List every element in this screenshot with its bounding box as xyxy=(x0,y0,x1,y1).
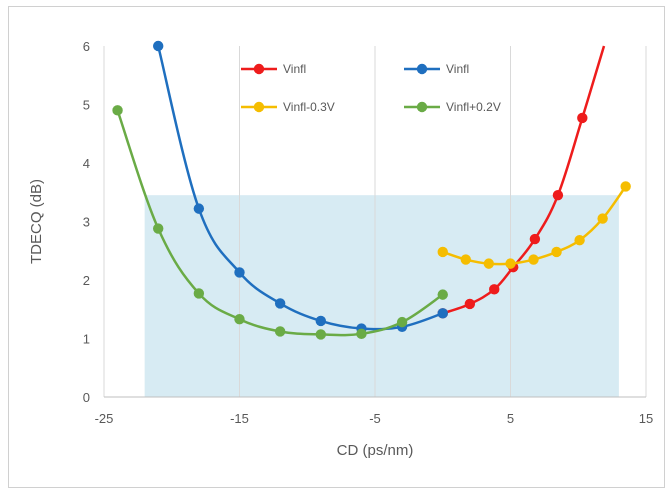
legend-swatch-marker xyxy=(416,63,428,75)
y-tick-label: 2 xyxy=(83,273,90,288)
legend-swatch-marker xyxy=(253,101,265,113)
shaded-region xyxy=(144,195,619,397)
chart-svg: 0 1 2 3 4 5 6 -25 -15 -5 5 15 Vinfl Vinfl Vinfl-0.3V… xyxy=(28,39,654,459)
data-point xyxy=(274,326,286,337)
data-point xyxy=(577,112,588,124)
x-tick-label: 5 xyxy=(507,411,514,426)
data-point xyxy=(620,181,631,192)
x-tick-label: -15 xyxy=(230,411,249,426)
data-point xyxy=(483,258,495,269)
data-point xyxy=(505,258,516,269)
data-point xyxy=(528,254,539,265)
data-point xyxy=(437,308,448,319)
y-tick-label: 6 xyxy=(83,39,90,54)
legend-swatch-marker xyxy=(416,101,428,113)
data-point xyxy=(112,105,123,116)
legend-swatch-marker xyxy=(253,63,265,75)
y-tick-label: 4 xyxy=(83,156,90,171)
data-point xyxy=(274,298,286,309)
data-point xyxy=(551,246,562,258)
data-point xyxy=(234,313,245,325)
data-point xyxy=(315,315,326,327)
data-point xyxy=(396,316,408,328)
chart-frame: 0 1 2 3 4 5 6 -25 -15 -5 5 15 Vinfl Vinfl Vinfl-0.3V… xyxy=(8,6,665,488)
data-point xyxy=(193,203,205,214)
y-tick-label: 3 xyxy=(83,215,90,230)
y-tick-label: 1 xyxy=(83,332,90,347)
legend-item: Vinfl xyxy=(241,62,306,76)
data-point xyxy=(153,40,164,52)
legend-item: Vinfl xyxy=(404,62,469,76)
legend-label: Vinfl xyxy=(283,62,306,76)
x-tick-labels: -25 -15 -5 5 15 xyxy=(95,411,654,426)
grid xyxy=(103,46,647,398)
data-point xyxy=(437,246,448,258)
data-point xyxy=(529,233,541,245)
legend-label: Vinfl xyxy=(446,62,469,76)
data-point xyxy=(356,328,367,340)
data-point xyxy=(489,284,500,295)
data-point xyxy=(597,213,608,224)
x-tick-label: -25 xyxy=(95,411,114,426)
data-point xyxy=(460,254,471,265)
data-point xyxy=(193,288,205,299)
y-axis-label: TDECQ (dB) xyxy=(28,179,45,264)
x-axis-label: CD (ps/nm) xyxy=(337,442,414,459)
data-point xyxy=(574,235,585,246)
legend-item: Vinfl-0.3V xyxy=(241,100,335,114)
y-tick-labels: 0 1 2 3 4 5 6 xyxy=(83,39,90,405)
data-point xyxy=(437,289,448,300)
data-point xyxy=(315,329,326,340)
y-tick-label: 5 xyxy=(83,98,90,113)
data-point xyxy=(234,267,245,278)
data-point xyxy=(153,223,164,234)
y-tick-label: 0 xyxy=(83,390,90,405)
legend: Vinfl Vinfl Vinfl-0.3V Vinfl+0.2V xyxy=(241,62,501,114)
x-tick-label: -5 xyxy=(369,411,381,426)
legend-label: Vinfl-0.3V xyxy=(283,100,335,114)
data-point xyxy=(552,189,564,201)
legend-label: Vinfl+0.2V xyxy=(446,100,501,114)
data-point xyxy=(464,298,476,310)
series-group xyxy=(112,40,631,340)
series-line xyxy=(156,45,444,331)
x-tick-label: 15 xyxy=(639,411,653,426)
legend-item: Vinfl+0.2V xyxy=(404,100,501,114)
